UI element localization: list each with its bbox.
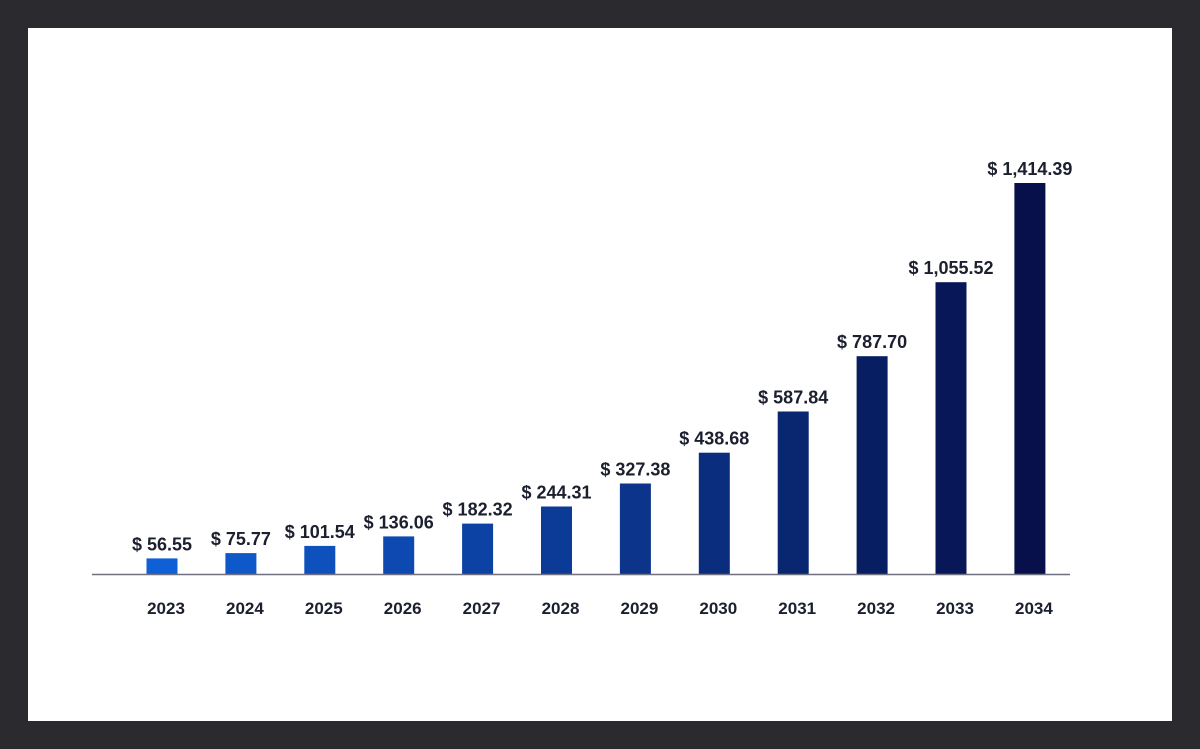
value-label-2026: $ 136.06: [364, 512, 434, 532]
bar-2029: [619, 483, 651, 574]
x-tick-label-2025: 2025: [305, 599, 343, 618]
x-tick-label-2029: 2029: [620, 599, 658, 618]
x-tick-label-2032: 2032: [857, 599, 895, 618]
bar-2028: [541, 506, 572, 574]
value-label-2028: $ 244.31: [521, 483, 591, 503]
value-label-2033: $ 1,055.52: [908, 258, 993, 278]
x-tick-label-2033: 2033: [936, 599, 974, 618]
bar-2032: [856, 356, 888, 574]
bar-2023: [146, 558, 178, 574]
value-label-2024: $ 75.77: [211, 529, 271, 549]
x-tick-label-2027: 2027: [463, 599, 501, 618]
bar-2031: [777, 411, 809, 574]
value-label-2030: $ 438.68: [679, 429, 749, 449]
bar-2034: [1014, 183, 1046, 574]
value-label-2023: $ 56.55: [132, 534, 192, 554]
bar-2025: [304, 545, 336, 574]
bar-2026: [383, 536, 415, 574]
x-tick-label-2028: 2028: [542, 599, 580, 618]
x-tick-label-2031: 2031: [778, 599, 816, 618]
chart-frame: [28, 28, 1172, 721]
value-label-2032: $ 787.70: [837, 332, 907, 352]
x-tick-label-2026: 2026: [384, 599, 422, 618]
value-labels-group: $ 56.55 $ 75.77 $ 101.54 $ 136.06 $ 182.32 $ …: [132, 159, 1072, 554]
value-label-2025: $ 101.54: [285, 522, 355, 542]
value-label-2034: $ 1,414.39: [987, 159, 1072, 179]
x-tick-label-2023: 2023: [147, 599, 185, 618]
bars-group: [146, 183, 1046, 574]
x-tick-labels-group: 2023 2024 2025 2026 2027 2028 2029 2030 2031 2032…: [147, 599, 1053, 618]
value-label-2029: $ 327.38: [600, 460, 670, 480]
x-tick-label-2024: 2024: [226, 599, 264, 618]
bar-2033: [935, 282, 967, 574]
x-tick-label-2030: 2030: [699, 599, 737, 618]
bar-2030: [698, 452, 730, 574]
value-label-2027: $ 182.32: [443, 500, 513, 520]
value-label-2031: $ 587.84: [758, 388, 828, 408]
x-tick-label-2034: 2034: [1015, 599, 1053, 618]
bar-2024: [225, 553, 257, 574]
bar-2027: [462, 523, 494, 574]
